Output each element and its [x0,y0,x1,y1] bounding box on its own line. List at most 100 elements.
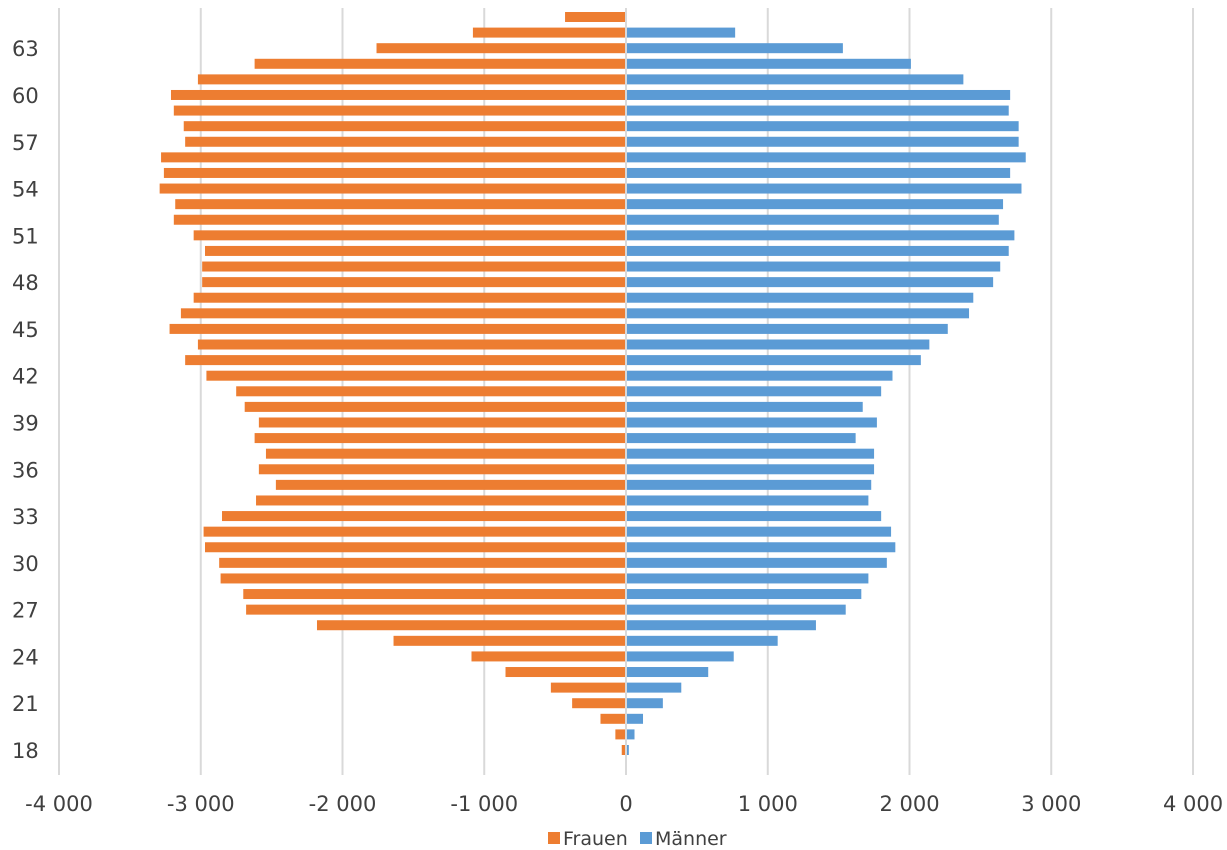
y-tick-label-39: 39 [12,411,39,435]
bar-mnner-27 [626,604,846,615]
x-tick-label: -1 000 [450,792,518,816]
bar-mnner-57 [626,136,1019,147]
bar-mnner-31 [626,542,896,553]
bar-mnner-45 [626,323,948,334]
bar-mnner-29 [626,573,869,584]
bar-frauen-20 [600,713,626,724]
bar-mnner-47 [626,292,974,303]
bar-frauen-37 [265,448,626,459]
bar-mnner-54 [626,183,1022,194]
bar-mnner-60 [626,89,1011,100]
y-tick-label-27: 27 [12,599,39,623]
bar-mnner-37 [626,448,875,459]
bar-mnner-46 [626,308,970,319]
legend-label-frauen: Frauen [563,828,628,850]
bar-mnner-62 [626,58,911,69]
bars-group [159,8,1026,775]
bar-frauen-34 [256,495,626,506]
bar-mnner-53 [626,199,1004,210]
bar-frauen-38 [254,433,627,444]
bar-mnner-39 [626,417,877,428]
bar-mnner-28 [626,589,862,600]
bar-frauen-50 [205,245,626,256]
x-tick-label: 2 000 [879,792,939,816]
bar-frauen-63 [376,43,626,54]
bar-frauen-18 [621,745,626,755]
x-tick-label: 0 [619,792,632,816]
x-tick-label: -4 000 [25,792,93,816]
bar-frauen-49 [202,261,627,272]
bar-mnner-25 [626,635,778,646]
bar-frauen-21 [572,698,626,709]
legend: Frauen Männer [548,828,727,850]
bar-frauen-61 [197,74,627,85]
bar-mnner-41 [626,386,882,397]
y-tick-label-42: 42 [12,365,39,389]
y-tick-label-18: 18 [12,739,39,763]
y-tick-label-54: 54 [12,178,39,202]
bar-frauen-43 [185,355,626,366]
x-axis-tick-labels: -4 000 -3 000 -2 000 -1 000 0 1 000 2 000 3 000… [25,792,1223,816]
y-axis-tick-labels: 18 21 24 27 30 33 36 39 42 45 48 51 54 57 60 63 [12,37,39,763]
bar-mnner-33 [626,511,882,522]
x-tick-label: 3 000 [1021,792,1081,816]
bar-frauen-40 [244,401,626,412]
bar-frauen-39 [258,417,626,428]
bar-mnner-23 [626,667,709,678]
y-tick-label-45: 45 [12,318,39,342]
bar-mnner-20 [626,713,644,724]
y-tick-label-60: 60 [12,84,39,108]
bar-frauen-54 [159,183,626,194]
legend-label-maenner: Männer [655,828,727,850]
y-tick-label-36: 36 [12,458,39,482]
bar-mnner-30 [626,557,887,568]
bar-mnner-21 [626,698,663,709]
x-tick-label: -3 000 [167,792,235,816]
bar-mnner-64 [626,27,736,38]
bar-frauen-36 [258,464,626,475]
bar-frauen-55 [163,167,626,178]
bar-mnner-59 [626,105,1009,116]
bar-mnner-56 [626,152,1026,163]
bar-mnner-58 [626,121,1019,132]
bar-frauen-44 [197,339,627,350]
bar-mnner-63 [626,43,843,54]
bar-mnner-34 [626,495,869,506]
y-tick-label-57: 57 [12,131,39,155]
bar-frauen-24 [471,651,626,662]
bar-mnner-35 [626,479,872,490]
bar-frauen-62 [254,58,627,69]
bar-mnner-24 [626,651,734,662]
bar-mnner-26 [626,620,816,631]
bar-frauen-42 [206,370,627,381]
bar-mnner-19 [626,729,635,740]
bar-frauen-29 [220,573,626,584]
bar-mnner-38 [626,433,856,444]
bar-frauen-22 [550,682,626,693]
x-tick-label: 4 000 [1163,792,1223,816]
y-tick-label-63: 63 [12,37,39,61]
bar-frauen-52 [173,214,626,225]
bar-frauen-41 [236,386,626,397]
legend-swatch-frauen [548,832,560,844]
bar-frauen-25 [393,635,626,646]
bar-frauen-33 [222,511,626,522]
x-tick-label: -2 000 [309,792,377,816]
bar-frauen-45 [169,323,626,334]
y-tick-label-21: 21 [12,692,39,716]
bar-frauen-31 [205,542,626,553]
bar-frauen-60 [170,89,627,100]
y-tick-label-30: 30 [12,552,39,576]
bar-frauen-23 [505,667,626,678]
bar-frauen-19 [615,729,626,740]
bar-frauen-47 [193,292,626,303]
bar-mnner-22 [626,682,682,693]
bar-mnner-48 [626,277,994,288]
bar-frauen-51 [193,230,626,241]
bar-mnner-40 [626,401,863,412]
bar-mnner-52 [626,214,999,225]
bar-frauen-53 [175,199,627,210]
x-tick-label: 1 000 [738,792,798,816]
bar-mnner-43 [626,355,921,366]
